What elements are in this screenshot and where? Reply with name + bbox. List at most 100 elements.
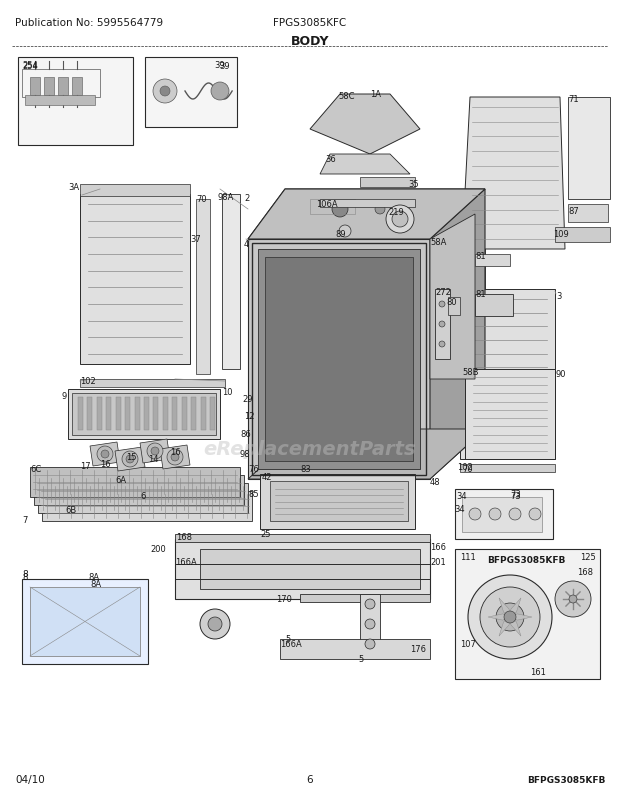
Circle shape [97,447,113,463]
Circle shape [160,87,170,97]
Polygon shape [248,190,485,240]
Text: 36: 36 [325,155,336,164]
Polygon shape [200,549,420,589]
Bar [106,398,111,431]
Text: 102: 102 [80,376,95,386]
Text: 272: 272 [435,288,451,297]
Polygon shape [488,614,510,620]
Polygon shape [499,618,510,636]
Text: 6C: 6C [30,464,42,473]
Circle shape [375,205,385,215]
Bar [145,58,237,128]
Circle shape [386,206,414,233]
Text: 166: 166 [430,542,446,551]
Text: 58A: 58A [430,237,446,247]
Polygon shape [360,594,380,649]
Polygon shape [115,448,145,472]
Polygon shape [265,257,413,461]
Bar [475,255,510,267]
Text: 35: 35 [408,180,419,188]
Bar [460,464,555,472]
Polygon shape [248,190,485,240]
Bar [182,398,187,431]
Text: 168: 168 [176,533,192,541]
Bar [568,205,608,223]
Bar [175,534,430,542]
Bar [462,497,542,533]
Polygon shape [160,445,190,469]
Text: 2: 2 [244,194,249,203]
Text: 168: 168 [577,567,593,577]
Polygon shape [38,484,248,513]
Bar [18,58,133,146]
Polygon shape [460,290,555,460]
Text: 1A: 1A [370,90,381,99]
Text: BFPGS3085KFB: BFPGS3085KFB [487,555,566,565]
Circle shape [496,603,524,631]
Polygon shape [285,190,485,429]
Circle shape [122,452,138,468]
Circle shape [171,453,179,461]
Text: 42: 42 [262,472,273,481]
Polygon shape [30,468,240,497]
Circle shape [468,575,552,659]
Polygon shape [22,579,148,664]
Bar [191,398,196,431]
Text: 58B: 58B [462,367,479,376]
Bar [97,398,102,431]
Text: 7: 7 [22,516,27,525]
Text: 106A: 106A [316,200,338,209]
Text: 16: 16 [170,448,180,456]
Polygon shape [30,587,140,656]
Text: 04/10: 04/10 [15,774,45,784]
Text: 6: 6 [307,774,313,784]
Bar [58,78,68,96]
Text: Publication No: 5995564779: Publication No: 5995564779 [15,18,163,28]
Text: 125: 125 [580,553,596,561]
Circle shape [439,302,445,308]
Text: 85: 85 [248,489,259,498]
Text: 3: 3 [556,292,561,301]
Text: 254: 254 [22,62,38,71]
Text: 201: 201 [430,557,446,566]
Circle shape [469,508,481,520]
Text: 90: 90 [555,370,565,379]
Text: 98A: 98A [218,192,234,202]
Polygon shape [248,240,430,480]
Text: 166A: 166A [175,557,197,566]
Polygon shape [140,439,170,464]
Circle shape [339,225,351,237]
Circle shape [151,448,159,456]
Text: 29: 29 [242,395,252,403]
Circle shape [208,618,222,631]
Polygon shape [196,200,210,375]
Polygon shape [465,370,555,460]
Circle shape [489,508,501,520]
Text: 3A: 3A [68,183,79,192]
Circle shape [126,456,134,464]
Text: 86: 86 [240,429,250,439]
Bar [455,489,553,539]
Bar [201,398,206,431]
Text: 107: 107 [460,639,476,648]
Polygon shape [435,290,450,359]
Polygon shape [430,190,485,480]
Text: 17: 17 [80,461,91,471]
Bar [116,398,121,431]
Text: 8A: 8A [88,573,99,581]
Polygon shape [175,539,430,599]
Bar [310,200,355,215]
Bar [72,78,82,96]
Text: 102: 102 [457,463,472,472]
Text: 12: 12 [244,411,254,420]
Text: 161: 161 [530,667,546,676]
Text: 166A: 166A [280,639,302,648]
Circle shape [101,451,109,459]
Polygon shape [280,639,430,659]
Bar [448,298,460,316]
Text: BODY: BODY [291,35,329,48]
Polygon shape [248,429,485,480]
Text: 14: 14 [148,455,159,464]
Polygon shape [260,475,415,529]
Text: 6B: 6B [65,505,76,514]
